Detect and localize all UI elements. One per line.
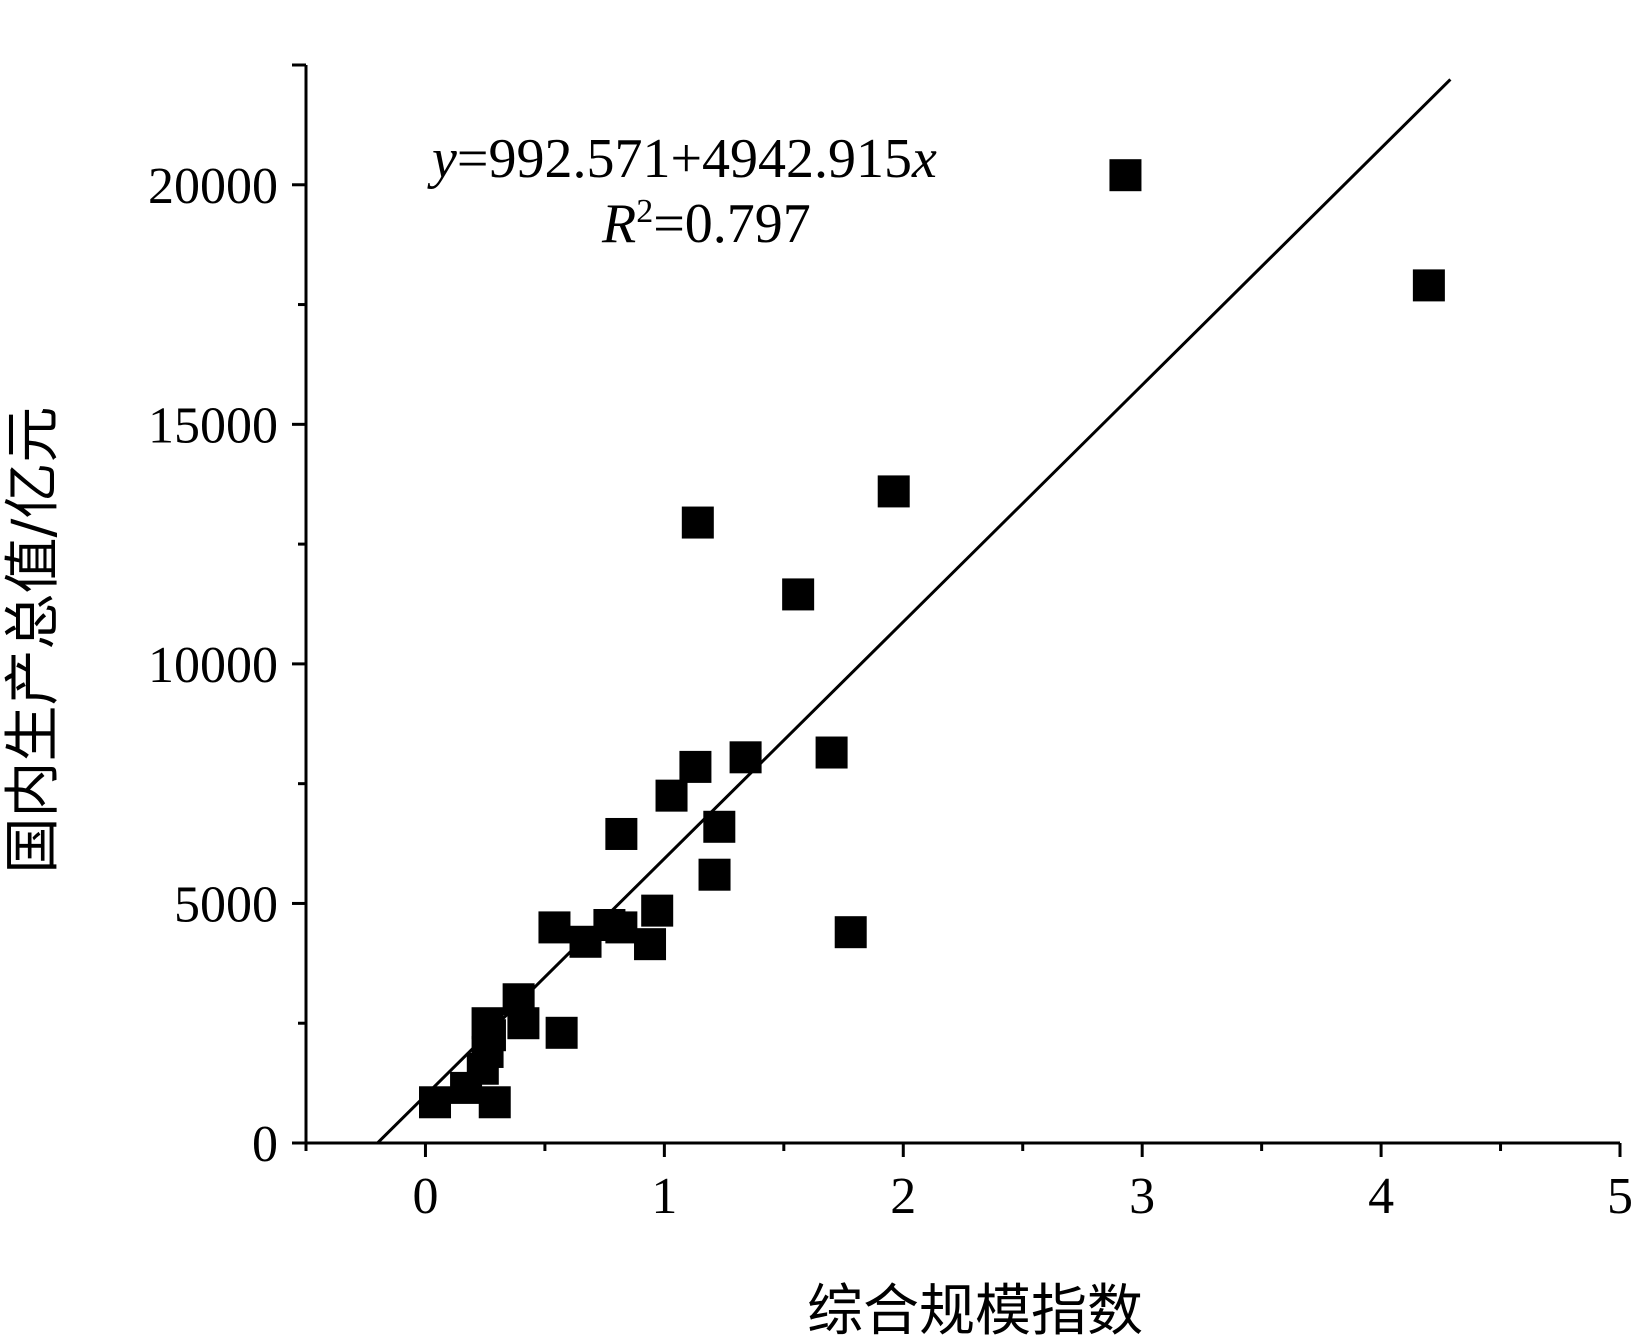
data-point (545, 1016, 578, 1049)
data-point (538, 911, 571, 944)
data-points (419, 159, 1445, 1119)
x-axis-title: 综合规模指数 (807, 1279, 1143, 1340)
data-point (703, 810, 736, 843)
equation-y-symbol: y (427, 128, 457, 190)
y-tick-label: 10000 (148, 637, 278, 694)
r-superscript: 2 (636, 193, 653, 230)
data-point (729, 741, 762, 774)
r-squared-value: =0.797 (653, 193, 811, 255)
data-point (815, 736, 848, 769)
equation-coefficients: =992.571+4942.915 (457, 128, 912, 190)
data-point (478, 1086, 511, 1119)
data-point (507, 1007, 540, 1040)
regression-equation: y=992.571+4942.915x (427, 128, 937, 190)
equation-x-symbol: x (911, 128, 937, 190)
r-squared-label: R2=0.797 (601, 193, 811, 255)
x-tick-label: 3 (1129, 1168, 1155, 1225)
data-point (419, 1086, 452, 1119)
r-symbol: R (601, 193, 636, 255)
plot-area: 0 5000 10000 15000 20000 0 1 2 3 4 5 (148, 63, 1633, 1225)
data-point (605, 911, 638, 944)
data-point (655, 779, 688, 812)
x-tick-label: 5 (1607, 1168, 1633, 1225)
data-point (877, 475, 910, 508)
y-tick-label: 20000 (148, 158, 278, 215)
data-point (605, 817, 638, 850)
data-point (681, 506, 714, 539)
data-point (698, 858, 731, 891)
y-tick-label: 5000 (174, 876, 278, 933)
data-point (1412, 269, 1445, 302)
y-axis-title: 国内生产总值/亿元 (1, 407, 66, 874)
y-tick-label: 15000 (148, 397, 278, 454)
data-point (782, 578, 815, 611)
x-tick-label: 2 (890, 1168, 916, 1225)
regression-line (376, 78, 1452, 1144)
data-point (641, 894, 674, 927)
x-tick-label: 4 (1368, 1168, 1394, 1225)
data-point (1109, 159, 1142, 192)
y-tick-label: 0 (252, 1116, 278, 1173)
data-point (471, 1007, 504, 1040)
data-point (834, 916, 867, 949)
data-point (679, 750, 712, 783)
x-tick-label: 0 (412, 1168, 438, 1225)
x-tick-label: 1 (651, 1168, 677, 1225)
data-point (634, 928, 667, 961)
